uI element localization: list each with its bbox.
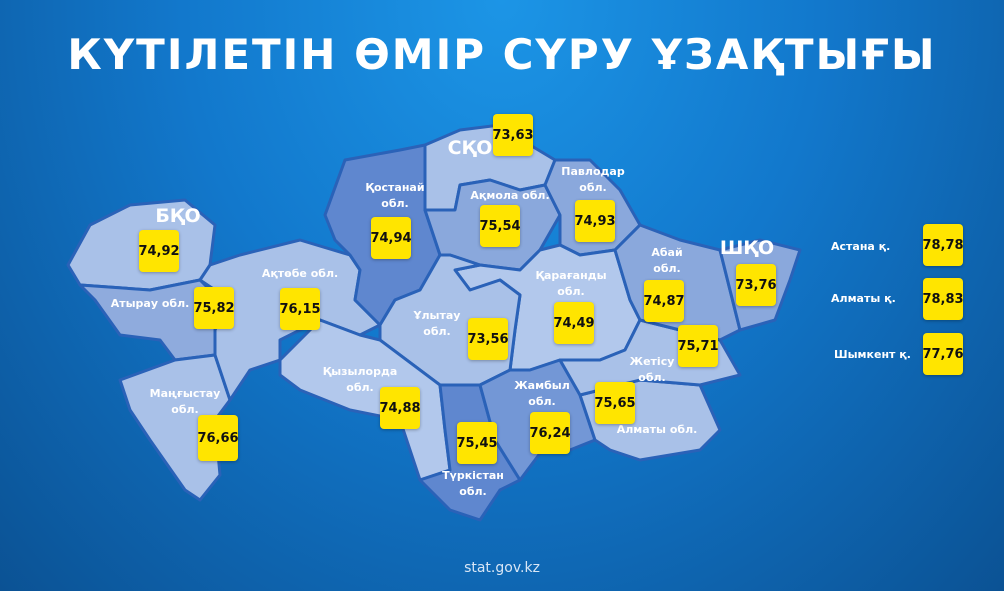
city-value-badge: 78,78 — [922, 224, 964, 266]
page-title: КҮТІЛЕТІН ӨМІР СҮРУ ҰЗАҚТЫҒЫ — [67, 30, 937, 79]
region-label: Қостанай обл. — [365, 181, 425, 210]
value-badge: 74,49 — [553, 302, 595, 344]
region-label: Алматы обл. — [616, 423, 698, 436]
city-value-badge: 78,83 — [922, 278, 964, 320]
value-badge: 75,45 — [456, 422, 498, 464]
value-badge: 76,15 — [279, 288, 321, 330]
city-label: Астана қ. — [831, 240, 891, 253]
region-label: Абай обл. — [651, 246, 683, 275]
region-label: БҚО — [155, 205, 201, 227]
region-label: Маңғыстау обл. — [149, 387, 221, 416]
region-label: Түркістан обл. — [442, 469, 504, 498]
value-badge: 73,63 — [492, 114, 534, 156]
region-label: ШҚО — [719, 237, 775, 259]
value-badge: 75,82 — [193, 287, 235, 329]
city-label: Шымкент қ. — [834, 348, 911, 361]
region-label: Қарағанды обл. — [535, 269, 607, 298]
value-badge: 74,88 — [379, 387, 421, 429]
value-badge: 76,24 — [529, 412, 571, 454]
region-label: Ұлытау обл. — [413, 309, 461, 338]
value-badge: 76,66 — [197, 415, 239, 461]
value-badge: 74,94 — [370, 217, 412, 259]
value-badge: 75,71 — [677, 325, 719, 367]
region-mangystau — [118, 353, 232, 502]
value-badge: 74,87 — [643, 280, 685, 322]
value-badge: 75,54 — [479, 205, 521, 247]
value-badge: 73,76 — [735, 264, 777, 306]
value-badge: 74,93 — [574, 200, 616, 242]
value-badge: 74,92 — [138, 230, 180, 272]
region-label: Ақмола обл. — [470, 189, 550, 202]
region-label: Қызылорда обл. — [322, 365, 398, 394]
region-label: Жетісу обл. — [629, 355, 675, 384]
city-label: Алматы қ. — [831, 292, 896, 305]
city-value-badge: 77,76 — [922, 333, 964, 375]
source-link: stat.gov.kz — [464, 560, 540, 576]
region-label: СҚО — [447, 137, 493, 159]
region-label: Жамбыл обл. — [514, 379, 570, 408]
region-label: Павлодар обл. — [561, 165, 625, 194]
value-badge: 75,65 — [594, 382, 636, 424]
region-label: Атырау обл. — [110, 297, 190, 310]
region-label: Ақтөбе обл. — [261, 267, 339, 280]
value-badge: 73,56 — [467, 318, 509, 360]
